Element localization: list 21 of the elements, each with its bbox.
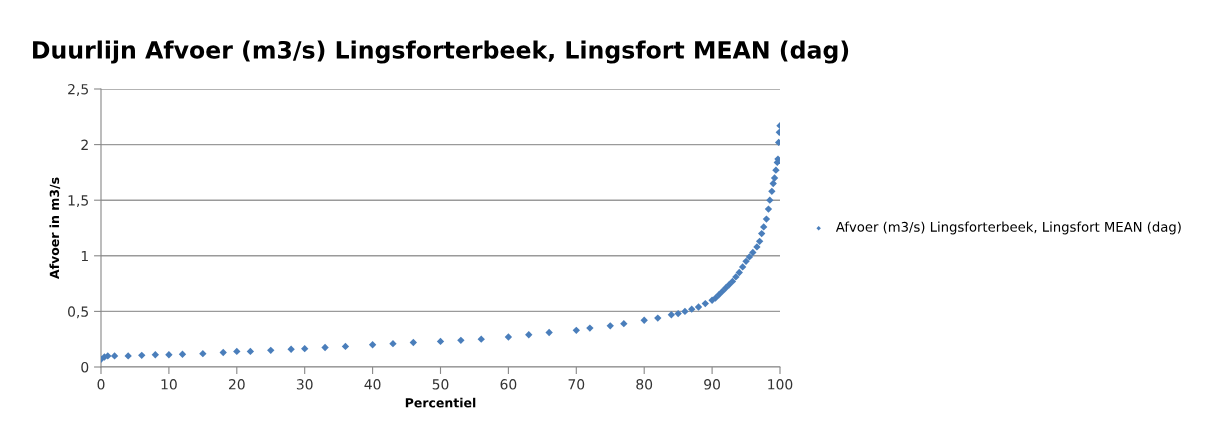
- x-tick-label: 70: [568, 379, 585, 390]
- x-axis-title: Percentiel: [405, 397, 476, 408]
- y-tick-label: 1,5: [68, 195, 88, 208]
- y-tick-label: 2,5: [68, 83, 88, 96]
- x-tick-label: 10: [161, 379, 177, 390]
- chart-title: Duurlijn Afvoer (m3/s) Lingsforterbeek, Lingsfort MEAN (dag): [33, 40, 849, 64]
- x-tick-label: 30: [296, 379, 313, 390]
- x-tick-label: 90: [704, 379, 721, 390]
- y-tick-label: 0: [81, 361, 89, 373]
- x-tick-label: 0: [97, 379, 105, 390]
- x-tick-label: 20: [228, 379, 245, 390]
- x-tick-label: 40: [364, 379, 381, 390]
- y-tick-label: 2: [81, 139, 88, 150]
- y-axis-title: Afvoer in m3/s: [49, 177, 61, 279]
- x-tick-label: 60: [500, 379, 517, 390]
- x-tick-label: 50: [432, 379, 449, 390]
- y-tick-label: 0,5: [68, 306, 88, 319]
- x-tick-label: 100: [768, 379, 793, 390]
- y-tick-label: 1: [81, 250, 88, 262]
- x-tick-label: 80: [636, 379, 653, 390]
- legend-label: Afvoer (m3/s) Lingsforterbeek, Lingsfort MEAN (dag): [835, 221, 1181, 235]
